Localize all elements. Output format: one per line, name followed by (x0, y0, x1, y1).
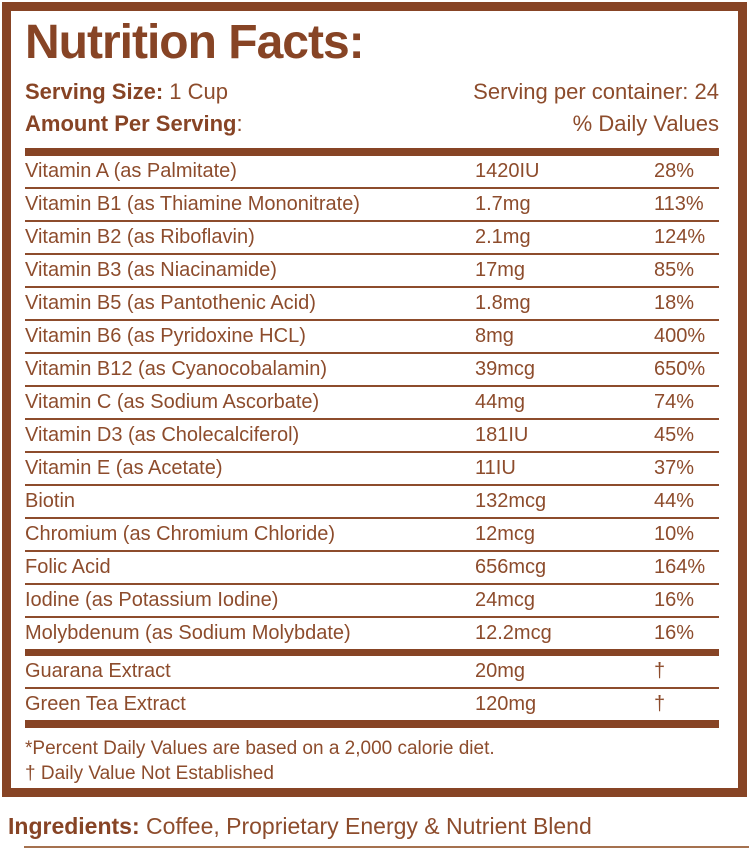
divider-thick-bottom (25, 720, 719, 728)
row-amount: 120mg (475, 693, 537, 715)
row-nutrient-name: Biotin (25, 490, 76, 512)
nutrient-table: Vitamin A (as Palmitate) 1420IU 28% Vitamin… (11, 156, 738, 649)
row-daily-value: 124% (654, 226, 706, 248)
row-daily-value: 400% (654, 325, 706, 347)
row-nutrient-name: Guarana Extract (25, 660, 171, 682)
divider-thick-top (25, 148, 719, 156)
row-amount: 17mg (475, 259, 526, 281)
page-title: Nutrition Facts: (25, 16, 365, 69)
table-row: Molybdenum (as Sodium Molybdate) 12.2mcg 1… (25, 616, 719, 649)
row-amount: 1.8mg (475, 292, 531, 314)
row-daily-value: 113% (654, 193, 704, 215)
row-nutrient-name: Folic Acid (25, 556, 111, 578)
amount-per-serving-colon: : (236, 111, 243, 136)
row-amount: 1.7mg (475, 193, 531, 215)
footnotes: *Percent Daily Values are based on a 2,0… (11, 728, 738, 788)
table-row: Vitamin B2 (as Riboflavin) 2.1mg 124% (25, 220, 719, 253)
row-nutrient-name: Vitamin A (as Palmitate) (25, 160, 237, 182)
table-row: Guarana Extract 20mg † (25, 656, 719, 687)
row-nutrient-name: Vitamin B12 (as Cyanocobalamin) (25, 358, 328, 380)
row-amount: 8mg (475, 325, 514, 347)
row-nutrient-name: Vitamin B1 (as Thiamine Mononitrate) (25, 193, 360, 215)
row-amount: 132mcg (475, 490, 547, 512)
row-nutrient-name: Vitamin D3 (as Cholecalciferol) (25, 424, 300, 446)
row-nutrient-name: Green Tea Extract (25, 693, 186, 715)
table-row: Vitamin D3 (as Cholecalciferol) 181IU 45% (25, 418, 719, 451)
nutrition-facts-panel: Nutrition Facts: Serving Size: 1 Cup Ser… (2, 2, 747, 797)
row-daily-value: 45% (654, 424, 695, 446)
table-row: Vitamin E (as Acetate) 11IU 37% (25, 451, 719, 484)
row-daily-value: 44% (654, 490, 695, 512)
serving-size: Serving Size: 1 Cup (25, 79, 228, 105)
extracts-table: Guarana Extract 20mg † Green Tea Extract 120… (11, 656, 738, 720)
row-nutrient-name: Vitamin E (as Acetate) (25, 457, 223, 479)
amount-per-serving-header: Amount Per Serving: (25, 111, 243, 137)
row-amount: 39mcg (475, 358, 536, 380)
serving-line: Serving Size: 1 Cup Serving per containe… (25, 79, 719, 105)
row-nutrient-name: Iodine (as Potassium Iodine) (25, 589, 279, 611)
row-nutrient-name: Vitamin B2 (as Riboflavin) (25, 226, 255, 248)
serving-size-label: Serving Size: (25, 79, 164, 104)
footnote-dagger: † Daily Value Not Established (25, 763, 274, 784)
row-daily-value: 650% (654, 358, 706, 380)
row-nutrient-name: Chromium (as Chromium Chloride) (25, 523, 336, 545)
row-daily-value: 10% (654, 523, 695, 545)
bottom-rule (24, 846, 749, 848)
table-row: Vitamin C (as Sodium Ascorbate) 44mg 74% (25, 385, 719, 418)
ingredients-value: Coffee, Proprietary Energy & Nutrient Bl… (139, 813, 592, 839)
row-amount: 44mg (475, 391, 526, 413)
table-row: Vitamin B3 (as Niacinamide) 17mg 85% (25, 253, 719, 286)
row-daily-value: 37% (654, 457, 695, 479)
amount-per-serving-label: Amount Per Serving (25, 111, 237, 136)
row-amount: 20mg (475, 660, 526, 682)
row-daily-value: 85% (654, 259, 695, 281)
table-row: Vitamin B6 (as Pyridoxine HCL) 8mg 400% (25, 319, 719, 352)
row-nutrient-name: Vitamin C (as Sodium Ascorbate) (25, 391, 320, 413)
ingredients-label: Ingredients: (8, 813, 140, 839)
servings-per-container: Serving per container: 24 (473, 79, 719, 104)
row-nutrient-name: Vitamin B3 (as Niacinamide) (25, 259, 277, 281)
row-daily-value: 74% (654, 391, 695, 413)
divider-thick-middle (25, 649, 719, 656)
row-nutrient-name: Vitamin B6 (as Pyridoxine HCL) (25, 325, 306, 347)
row-daily-value: 28% (654, 160, 695, 182)
row-amount: 24mcg (475, 589, 536, 611)
footnote-daily-values: *Percent Daily Values are based on a 2,0… (25, 738, 495, 759)
table-row: Vitamin B1 (as Thiamine Mononitrate) 1.7m… (25, 187, 719, 220)
row-amount: 12mcg (475, 523, 536, 545)
row-daily-value: 16% (654, 622, 695, 644)
row-nutrient-name: Molybdenum (as Sodium Molybdate) (25, 622, 351, 644)
column-header-line: Amount Per Serving: % Daily Values (25, 111, 719, 137)
daily-values-header: % Daily Values (572, 111, 719, 136)
table-row: Biotin 132mcg 44% (25, 484, 719, 517)
table-row: Vitamin B5 (as Pantothenic Acid) 1.8mg 18% (25, 286, 719, 319)
row-amount: 12.2mcg (475, 622, 552, 644)
row-amount: 181IU (475, 424, 529, 446)
table-row: Chromium (as Chromium Chloride) 12mcg 10% (25, 517, 719, 550)
serving-size-value: 1 Cup (169, 79, 228, 104)
row-daily-value: 16% (654, 589, 695, 611)
row-daily-value: 164% (654, 556, 706, 578)
label-header: Nutrition Facts: Serving Size: 1 Cup Ser… (11, 11, 738, 137)
row-daily-value: 18% (654, 292, 695, 314)
table-row: Iodine (as Potassium Iodine) 24mcg 16% (25, 583, 719, 616)
row-nutrient-name: Vitamin B5 (as Pantothenic Acid) (25, 292, 316, 314)
row-amount: 11IU (475, 457, 516, 479)
row-daily-value: † (654, 660, 666, 682)
table-row: Vitamin B12 (as Cyanocobalamin) 39mcg 650% (25, 352, 719, 385)
row-amount: 656mcg (475, 556, 547, 578)
row-daily-value: † (654, 693, 666, 715)
row-amount: 2.1mg (475, 226, 531, 248)
row-amount: 1420IU (475, 160, 540, 182)
table-row: Folic Acid 656mcg 164% (25, 550, 719, 583)
table-row: Green Tea Extract 120mg † (25, 687, 719, 720)
table-row: Vitamin A (as Palmitate) 1420IU 28% (25, 156, 719, 187)
ingredients-line: Ingredients: Coffee, Proprietary Energy … (8, 813, 749, 839)
